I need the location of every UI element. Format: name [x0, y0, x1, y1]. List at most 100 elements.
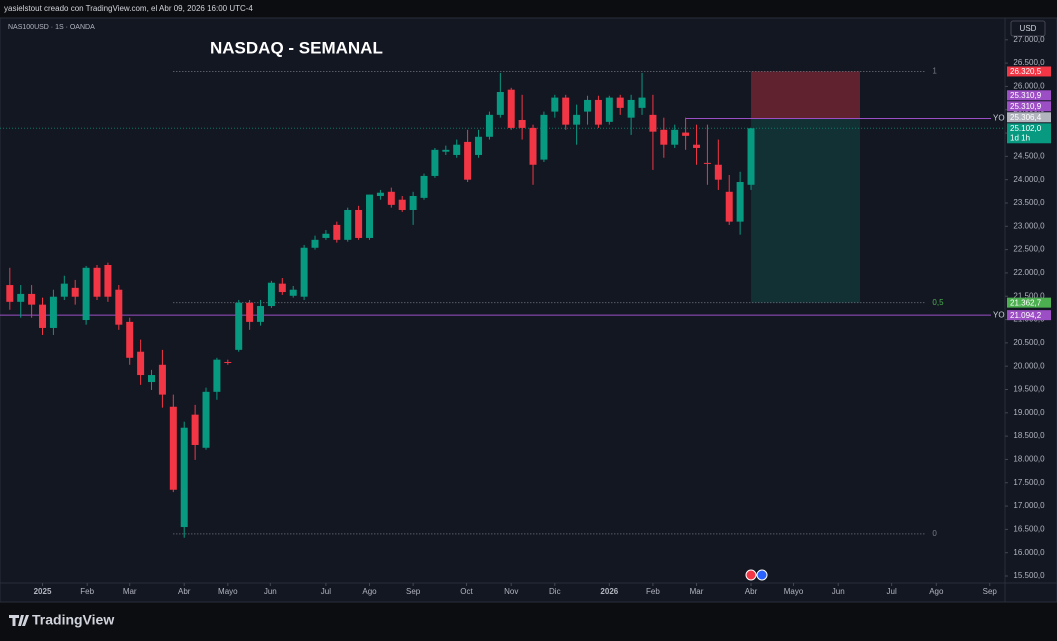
- price-label: 25.310,9: [1010, 102, 1042, 111]
- candle-body: [420, 175, 428, 198]
- fib-label: 1: [932, 67, 937, 76]
- candle: [246, 299, 254, 330]
- x-tick-label: Oct: [460, 587, 473, 596]
- price-label-box: [1007, 123, 1051, 144]
- candle: [278, 278, 286, 295]
- candle-body: [104, 265, 112, 297]
- price-label-box: [1007, 297, 1051, 308]
- candle: [60, 275, 68, 300]
- candle-body: [627, 99, 635, 118]
- candle: [71, 279, 79, 305]
- candle-body: [39, 304, 47, 328]
- x-tick-label: Ago: [929, 587, 944, 596]
- candle-body: [257, 306, 265, 322]
- price-label-box: [1007, 66, 1051, 77]
- candle: [267, 280, 275, 308]
- fib-label: 0,5: [932, 298, 944, 307]
- candle-body: [725, 191, 733, 222]
- candle: [475, 129, 483, 158]
- candle-body: [540, 114, 548, 160]
- candle-body: [747, 128, 755, 185]
- candle-body: [660, 129, 668, 145]
- candle-body: [366, 194, 374, 238]
- candle-body: [115, 289, 123, 325]
- price-label-box: [1007, 90, 1051, 101]
- candle: [300, 244, 308, 300]
- candle-body: [148, 375, 156, 383]
- candle-body: [475, 136, 483, 155]
- x-tick-label: Mar: [690, 587, 704, 596]
- horizontal-line-label: YO: [993, 310, 1005, 319]
- candle-body: [616, 97, 624, 108]
- price-label: 25.306,4: [1010, 113, 1042, 122]
- candle: [344, 207, 352, 242]
- candle: [39, 297, 47, 335]
- candle: [148, 369, 156, 390]
- candle-body: [605, 97, 613, 122]
- candle: [289, 285, 297, 298]
- candle: [224, 359, 232, 365]
- candle: [747, 127, 755, 190]
- candle: [693, 124, 701, 165]
- x-tick-label: Nov: [504, 587, 518, 596]
- candle: [714, 139, 722, 190]
- x-tick-label: Jul: [321, 587, 331, 596]
- candle-body: [398, 199, 406, 210]
- candle-body: [551, 97, 559, 112]
- candle: [376, 189, 384, 200]
- x-tick-label: 2026: [600, 587, 618, 596]
- candle-body: [235, 302, 243, 350]
- candle: [594, 95, 602, 128]
- x-tick-label: Jun: [264, 587, 277, 596]
- candle-body: [496, 92, 504, 115]
- x-tick-label: Dic: [549, 587, 561, 596]
- event-flags[interactable]: [745, 569, 768, 581]
- candle-body: [485, 114, 493, 137]
- target-zone: [751, 118, 861, 303]
- candle: [333, 221, 341, 243]
- price-label: 25.102,0: [1010, 124, 1042, 133]
- stop-zone: [751, 71, 861, 119]
- candle-body: [562, 97, 570, 125]
- candle: [605, 95, 613, 125]
- candle: [169, 394, 177, 493]
- x-tick-label: Abr: [178, 587, 191, 596]
- horizontal-line-label: YO: [993, 114, 1005, 123]
- chart-panel: [0, 17, 1057, 603]
- caption: yasielstout creado con TradingView.com, …: [4, 4, 253, 13]
- currency: USD: [1020, 24, 1037, 33]
- event-flag[interactable]: [756, 569, 768, 581]
- candle-body: [464, 141, 472, 180]
- brand: TradingView: [32, 612, 114, 628]
- candle-body: [202, 391, 210, 448]
- candle-body: [376, 192, 384, 196]
- candle: [322, 230, 330, 240]
- y-tick-label: 24.000,0: [1013, 175, 1045, 184]
- candle-body: [649, 114, 657, 132]
- x-tick-label: Sep: [983, 587, 998, 596]
- x-tick-label: Feb: [646, 587, 660, 596]
- price-label: 26.320,5: [1010, 67, 1042, 76]
- candle: [627, 94, 635, 135]
- candle-body: [409, 195, 417, 210]
- price-label: 21.094,2: [1010, 311, 1042, 320]
- candle: [682, 117, 690, 150]
- candle: [518, 94, 526, 140]
- candle: [496, 72, 504, 118]
- x-tick-label: Abr: [745, 587, 758, 596]
- y-tick-label: 27.000,0: [1013, 35, 1045, 44]
- candle: [540, 111, 548, 162]
- price-label-box: [1007, 101, 1051, 112]
- price-label: 25.310,9: [1010, 91, 1042, 100]
- candle-body: [507, 89, 515, 128]
- candle-body: [180, 427, 188, 528]
- x-tick-label: Jul: [887, 587, 897, 596]
- y-tick-label: 16.000,0: [1013, 548, 1045, 557]
- price-label: 21.362,7: [1010, 298, 1042, 307]
- currency-box[interactable]: [1010, 20, 1046, 37]
- candle: [49, 289, 57, 335]
- y-tick-label: 21.500,0: [1013, 291, 1045, 300]
- event-flag[interactable]: [745, 569, 757, 581]
- candle-body: [6, 285, 14, 302]
- candle-body: [71, 287, 79, 297]
